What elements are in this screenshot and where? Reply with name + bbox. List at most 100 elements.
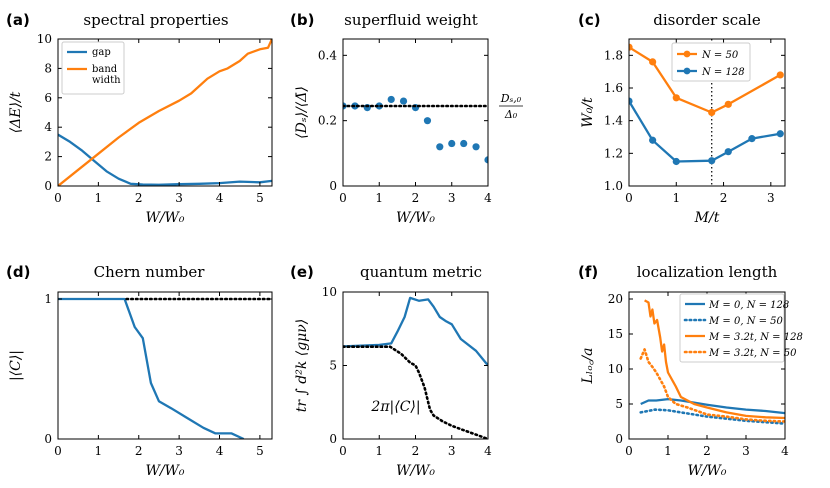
series-n-128-point bbox=[776, 130, 784, 138]
x-axis-label: W/W₀ bbox=[396, 210, 435, 226]
series-points-point bbox=[484, 156, 488, 164]
reference-label-numerator: Dₛ,₀ bbox=[500, 92, 522, 105]
legend-label: M = 3.2t, N = 50 bbox=[708, 348, 797, 359]
panel-a-title: spectral properties bbox=[83, 11, 228, 29]
x-tick-label: 1 bbox=[375, 191, 383, 205]
y-tick-label: 5 bbox=[329, 359, 337, 373]
x-tick-label: 1 bbox=[95, 444, 103, 458]
series-n-50-point bbox=[776, 71, 784, 79]
legend-box bbox=[61, 41, 125, 95]
legend-label: M = 3.2t, N = 128 bbox=[708, 332, 803, 343]
panel-c: (c) disorder scale 0 1 2 3 1.0 1.2 1.4 1.6 1.8 M/… bbox=[578, 11, 786, 226]
series-n-128-point bbox=[748, 135, 756, 143]
legend-box bbox=[679, 293, 785, 363]
series-points-point bbox=[387, 95, 395, 104]
axes-frame bbox=[57, 38, 273, 187]
y-axis-label: ⟨ΔE⟩/t bbox=[8, 91, 24, 133]
x-tick-label: 0 bbox=[339, 444, 347, 458]
x-tick-label: 2 bbox=[703, 444, 711, 458]
y-tick-label: 6 bbox=[44, 91, 52, 105]
series-n-128-point bbox=[708, 157, 716, 165]
x-tick-label: 0 bbox=[339, 191, 347, 205]
x-tick-label: 1 bbox=[95, 191, 103, 205]
x-tick-label: 1 bbox=[664, 444, 672, 458]
legend-marker bbox=[683, 50, 691, 58]
series--c--line bbox=[58, 297, 245, 439]
y-tick-label: 10 bbox=[322, 285, 337, 299]
x-tick-label: 3 bbox=[175, 444, 183, 458]
x-tick-label: 3 bbox=[175, 191, 183, 205]
legend-label: width bbox=[92, 75, 121, 86]
x-axis-label: M/t bbox=[694, 210, 720, 226]
y-tick-label: 2 bbox=[44, 150, 52, 164]
panel-c-label: (c) bbox=[578, 11, 601, 29]
y-tick-label: 0 bbox=[329, 432, 337, 446]
y-tick-label: 15 bbox=[608, 327, 623, 341]
series-n-50-point bbox=[649, 58, 657, 66]
legend-label: N = 50 bbox=[701, 50, 739, 61]
y-tick-label: 8 bbox=[44, 61, 52, 75]
x-tick-label: 4 bbox=[216, 444, 224, 458]
plot-area bbox=[639, 299, 785, 425]
x-tick-label: 1 bbox=[375, 444, 383, 458]
x-axis-label: W/W₀ bbox=[396, 463, 435, 479]
legend-label: M = 0, N = 128 bbox=[708, 300, 789, 311]
y-tick-label: 0.4 bbox=[318, 48, 337, 62]
series-band-width-line bbox=[58, 39, 272, 186]
series-n-50-point bbox=[724, 100, 732, 108]
y-tick-label: 1.8 bbox=[604, 48, 623, 62]
panel-e-title: quantum metric bbox=[360, 263, 482, 281]
y-tick-label: 10 bbox=[608, 362, 623, 376]
x-axis-label: W/W₀ bbox=[145, 463, 184, 479]
y-axis-label: Lₗₒ꜀/a bbox=[580, 348, 596, 385]
axes-frame bbox=[342, 38, 489, 187]
y-tick-label: 0 bbox=[44, 179, 52, 193]
x-tick-label: 5 bbox=[256, 444, 264, 458]
panel-b-plot: 0 1 2 3 4 0 0.2 0.4 W/W₀ ⟨Dₛ⟩/⟨Δ̄⟩ Dₛ,₀ Δ₀ bbox=[294, 38, 523, 226]
x-tick-label: 0 bbox=[625, 444, 633, 458]
series-points-point bbox=[460, 139, 468, 148]
x-tick-label: 4 bbox=[781, 444, 789, 458]
y-tick-label: 1.2 bbox=[604, 146, 623, 160]
x-tick-label: 2 bbox=[135, 191, 143, 205]
series-n-128-point bbox=[629, 97, 633, 105]
panel-e-label: (e) bbox=[290, 263, 314, 281]
series-m-3-2t-n-50-line bbox=[639, 348, 785, 423]
panel-b-title: superfluid weight bbox=[344, 11, 478, 29]
panel-e-plot: 0 1 2 3 4 0 5 10 W/W₀ tr ∫ d²k ⟨gμν⟩ 2π|⟨C⟩| bbox=[294, 285, 492, 479]
panel-b-label: (b) bbox=[290, 11, 314, 29]
y-axis-label: |⟨C⟩| bbox=[8, 350, 24, 381]
x-tick-label: 2 bbox=[412, 191, 420, 205]
panel-b: (b) superfluid weight 0 1 2 3 4 0 0.2 0.4 W/W₀ ⟨D… bbox=[290, 11, 523, 226]
y-tick-label: 0 bbox=[329, 179, 337, 193]
series-gap-line bbox=[58, 133, 272, 186]
series-n-50-point bbox=[708, 108, 716, 117]
series-points-point bbox=[423, 117, 432, 125]
x-tick-label: 4 bbox=[216, 191, 224, 205]
panel-a: (a) spectral properties 0 1 2 3 4 5 0 2 4 6 8 10 W/W… bbox=[6, 11, 273, 226]
y-axis-label: tr ∫ d²k ⟨gμν⟩ bbox=[294, 319, 310, 413]
panel-e: (e) quantum metric 0 1 2 3 4 0 5 10 W/W₀ tr ∫ d²k… bbox=[290, 263, 492, 479]
x-tick-label: 3 bbox=[448, 191, 456, 205]
y-tick-label: 0.2 bbox=[318, 114, 337, 128]
series-m-3-2t-n-128-line bbox=[644, 299, 785, 420]
series-n-128-point bbox=[724, 148, 732, 156]
x-tick-label: 0 bbox=[625, 191, 633, 205]
axes-frame bbox=[57, 291, 273, 440]
panel-d: (d) Chern number 0 1 2 3 4 5 0 1 W/W₀ |⟨C⟩| bbox=[6, 263, 273, 479]
y-tick-label: 5 bbox=[615, 397, 623, 411]
x-tick-label: 4 bbox=[484, 191, 492, 205]
x-tick-label: 5 bbox=[256, 191, 264, 205]
plot-area bbox=[343, 95, 488, 164]
series-m-0-n-50-line bbox=[639, 408, 785, 425]
plot-area bbox=[343, 296, 488, 439]
series-n-50-point bbox=[672, 94, 680, 102]
x-axis-label: W/W₀ bbox=[687, 463, 726, 479]
legend-label: band bbox=[92, 64, 118, 75]
y-tick-label: 10 bbox=[37, 32, 52, 46]
legend-label: gap bbox=[92, 47, 111, 58]
chern-curve-label: 2π|⟨C⟩| bbox=[370, 399, 420, 415]
x-tick-label: 3 bbox=[767, 191, 775, 205]
y-axis-label: W₀/t bbox=[580, 97, 596, 128]
series-points-point bbox=[375, 102, 383, 110]
